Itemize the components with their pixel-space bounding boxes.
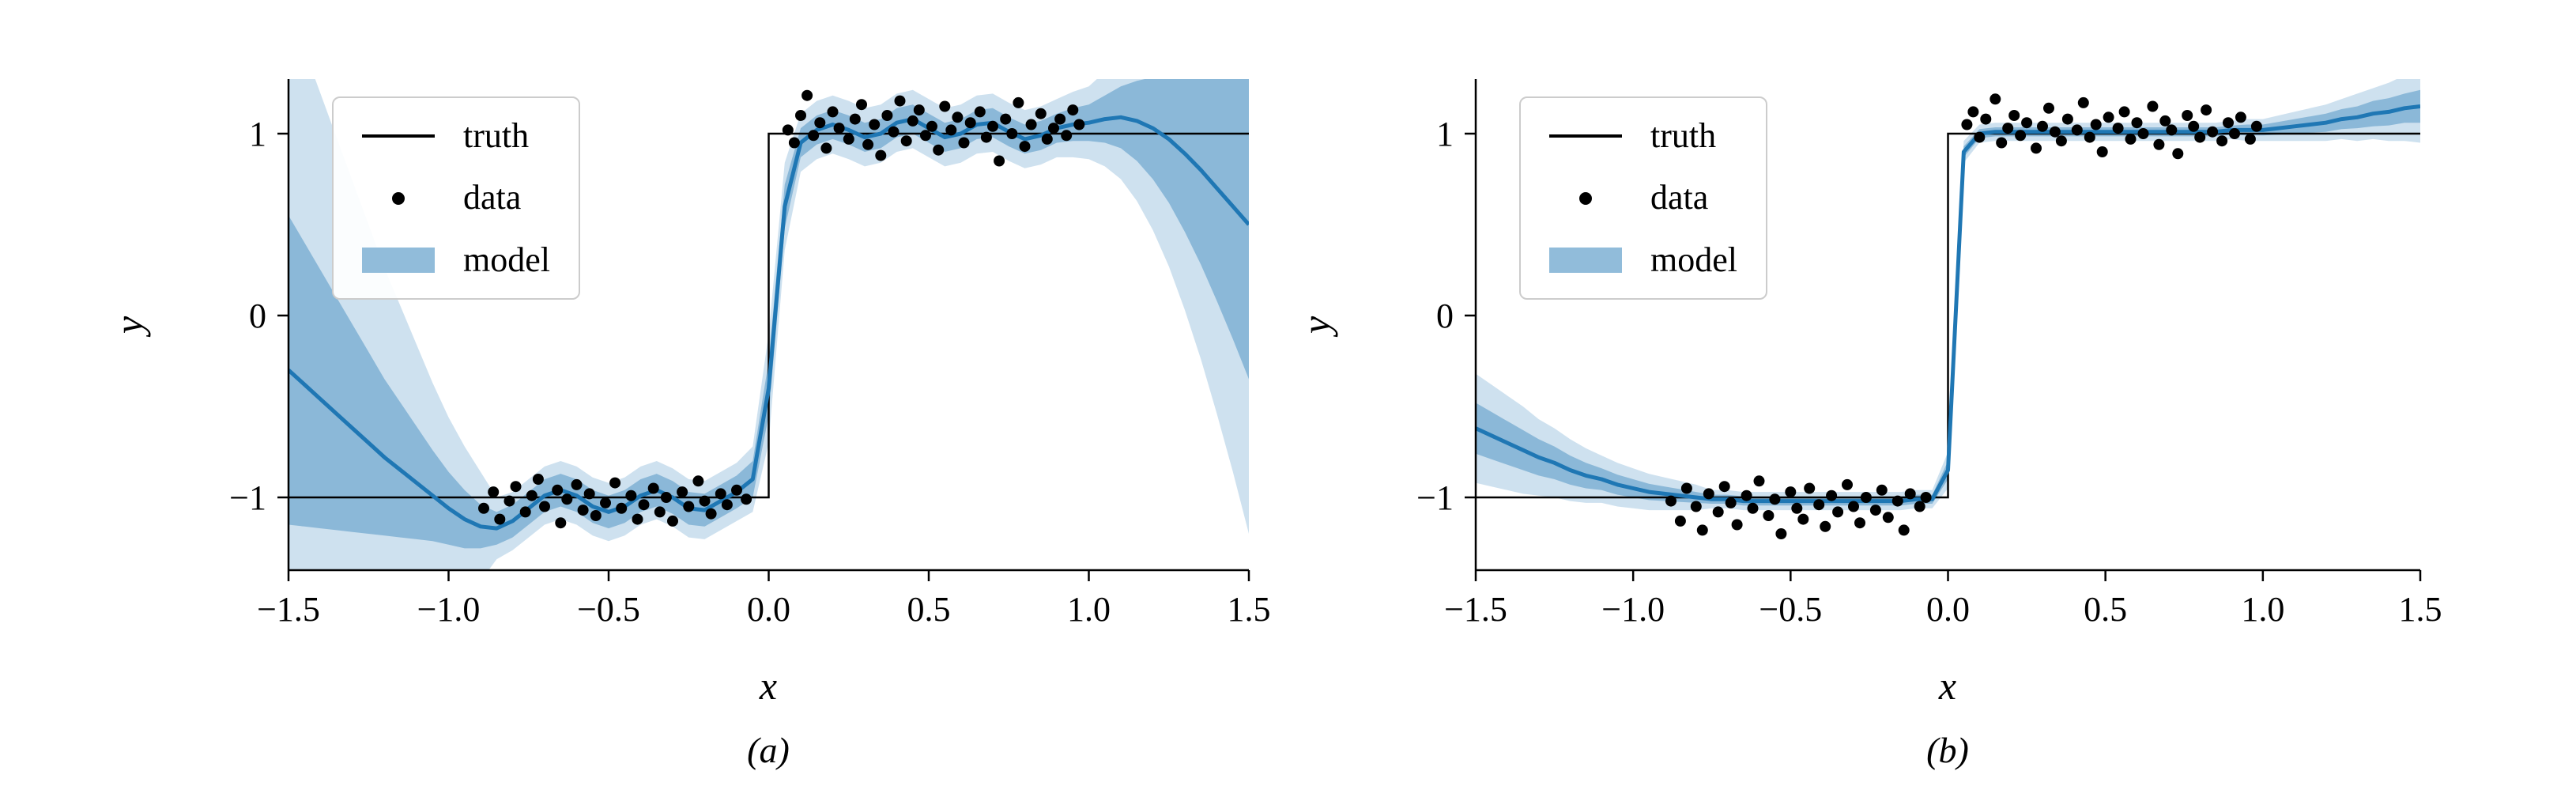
legend-item-model: model [362,240,550,279]
legend-item-truth: truth [362,116,550,155]
svg-text:−1.0: −1.0 [1601,590,1665,629]
legend-item-data: data [362,178,550,217]
caption-b: (b) [1926,730,1969,770]
svg-text:1: 1 [1436,115,1454,153]
svg-text:0.5: 0.5 [2084,590,2127,629]
svg-text:−1.5: −1.5 [1444,590,1507,629]
truth-line-swatch [1549,134,1622,138]
svg-text:1.5: 1.5 [1228,590,1271,629]
caption-a: (a) [747,730,790,770]
svg-text:0.0: 0.0 [747,590,790,629]
legend-label-model: model [1650,240,1737,279]
svg-text:0.0: 0.0 [1926,590,1970,629]
svg-text:0: 0 [249,297,266,335]
legend-label-data: data [463,178,522,217]
legend-item-data: data [1549,178,1737,217]
svg-text:−0.5: −0.5 [577,590,640,629]
legend-a: truth data model [332,96,580,301]
svg-text:−1: −1 [1416,478,1454,517]
legend-item-truth: truth [1549,116,1737,155]
svg-text:1: 1 [249,115,266,153]
legend-label-truth: truth [463,116,530,155]
legend-label-model: model [463,240,550,279]
svg-text:0: 0 [1436,297,1454,335]
truth-line-swatch [362,134,435,138]
legend-label-data: data [1650,178,1709,217]
legend-item-model: model [1549,240,1737,279]
x-axis-label-a: x [759,663,778,708]
svg-text:1.0: 1.0 [1067,590,1111,629]
x-axis-label-b: x [1938,663,1957,708]
model-band-swatch [1549,247,1622,273]
svg-text:−1.5: −1.5 [257,590,320,629]
data-point-swatch [1549,191,1622,205]
y-axis-label-b: y [1294,316,1339,335]
svg-text:−1: −1 [229,478,266,517]
svg-text:−1.0: −1.0 [417,590,481,629]
svg-text:0.5: 0.5 [907,590,951,629]
y-axis-label-a: y [107,316,152,335]
legend-label-truth: truth [1650,116,1717,155]
model-band-swatch [362,247,435,273]
legend-b: truth data model [1519,96,1767,301]
data-point-swatch [362,191,435,205]
svg-text:1.0: 1.0 [2241,590,2284,629]
svg-text:−0.5: −0.5 [1759,590,1822,629]
svg-text:1.5: 1.5 [2399,590,2442,629]
